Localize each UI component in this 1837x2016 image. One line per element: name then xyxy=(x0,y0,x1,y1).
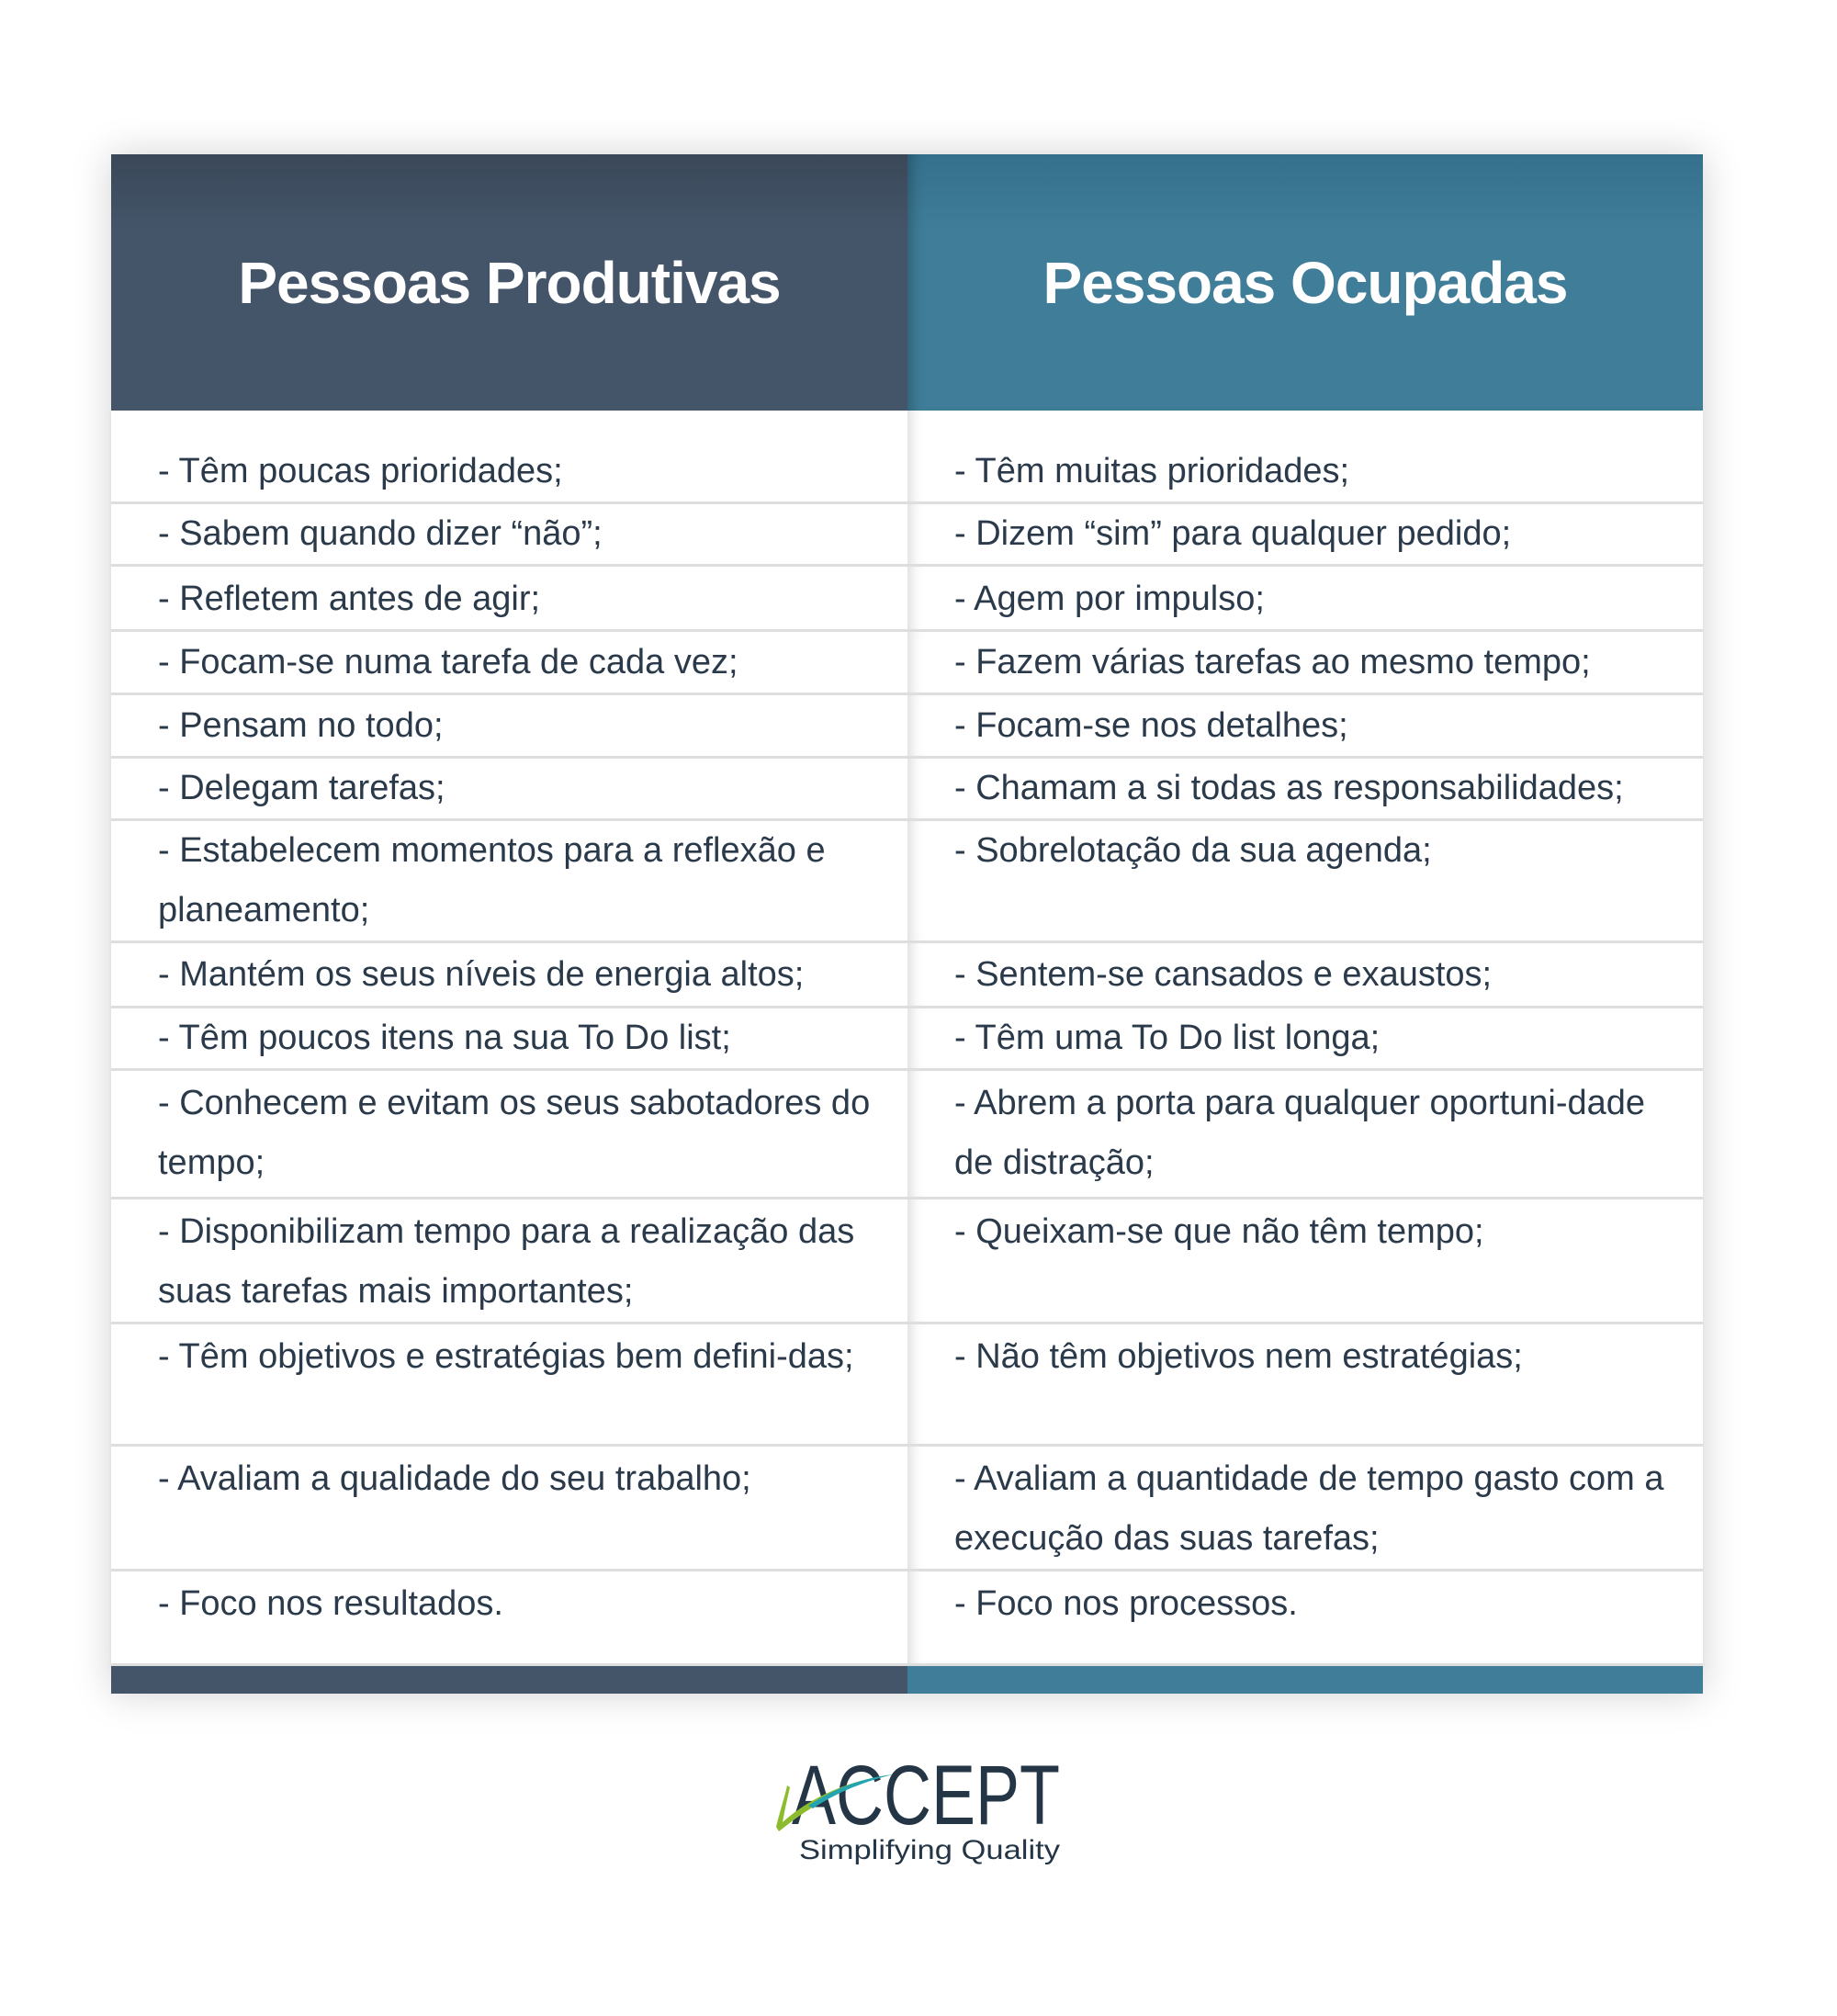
table-row: - Disponibilizam tempo para a realização… xyxy=(111,1199,1703,1324)
productive-trait: - Pensam no todo; xyxy=(158,706,444,745)
table-row: - Têm objetivos e estratégias bem defini… xyxy=(111,1324,1703,1447)
comparison-table: Pessoas Produtivas Pessoas Ocupadas - Tê… xyxy=(111,154,1703,1694)
table-row: - Têm poucas prioridades; - Têm muitas pr… xyxy=(111,411,1703,504)
table-row: - Conhecem e evitam os seus sabotadores … xyxy=(111,1071,1703,1199)
busy-trait: - Dizem “sim” para qualquer pedido; xyxy=(907,504,1703,564)
productive-trait: - Focam-se numa tarefa de cada vez; xyxy=(158,643,738,681)
busy-trait: - Têm uma To Do list longa; xyxy=(907,1008,1703,1068)
productive-trait: - Disponibilizam tempo para a realização… xyxy=(158,1212,855,1311)
table-row: - Sabem quando dizer “não”; - Dizem “sim”… xyxy=(111,504,1703,567)
busy-trait: - Abrem a porta para qualquer oportuni-d… xyxy=(907,1071,1703,1197)
productive-trait: - Têm poucos itens na sua To Do list; xyxy=(158,1019,731,1057)
busy-trait: - Sobrelotação da sua agenda; xyxy=(907,821,1703,940)
busy-trait: - Foco nos processos. xyxy=(907,1571,1703,1663)
footer-right xyxy=(907,1666,1703,1694)
header-busy: Pessoas Ocupadas xyxy=(907,154,1703,411)
productive-trait: - Refletem antes de agir; xyxy=(158,580,541,618)
table-header: Pessoas Produtivas Pessoas Ocupadas xyxy=(111,154,1703,411)
accept-logo: ACCEPT Simplifying Quality xyxy=(776,1758,1060,1865)
productive-trait: - Conhecem e evitam os seus sabotadores … xyxy=(158,1084,871,1182)
productive-trait: - Têm objetivos e estratégias bem defini… xyxy=(158,1337,854,1376)
busy-trait: - Queixam-se que não têm tempo; xyxy=(907,1199,1703,1322)
footer-left xyxy=(111,1666,907,1694)
table-row: - Foco nos resultados. - Foco nos process… xyxy=(111,1571,1703,1666)
busy-trait: - Sentem-se cansados e exaustos; xyxy=(907,943,1703,1006)
table-row: - Mantém os seus níveis de energia altos… xyxy=(111,943,1703,1008)
header-productive: Pessoas Produtivas xyxy=(111,154,907,411)
productive-trait: - Delegam tarefas; xyxy=(158,769,445,807)
busy-trait: - Não têm objetivos nem estratégias; xyxy=(907,1324,1703,1444)
svg-text:ACCEPT: ACCEPT xyxy=(792,1758,1060,1842)
table-body: - Têm poucas prioridades; - Têm muitas pr… xyxy=(111,411,1703,1666)
table-row: - Refletem antes de agir; - Agem por impu… xyxy=(111,567,1703,632)
table-footer-bar xyxy=(111,1666,1703,1694)
logo-area: ACCEPT Simplifying Quality xyxy=(0,1758,1837,1914)
productive-trait: - Têm poucas prioridades; xyxy=(158,452,563,490)
busy-trait: - Chamam a si todas as responsabilidades… xyxy=(907,759,1703,818)
productive-trait: - Sabem quando dizer “não”; xyxy=(158,514,603,553)
busy-trait: - Fazem várias tarefas ao mesmo tempo; xyxy=(907,632,1703,693)
table-row: - Avaliam a qualidade do seu trabalho; - … xyxy=(111,1447,1703,1571)
table-row: - Pensam no todo; - Focam-se nos detalhes… xyxy=(111,695,1703,759)
productive-trait: - Estabelecem momentos para a reflexão e… xyxy=(158,831,826,929)
table-row: - Focam-se numa tarefa de cada vez; - Faz… xyxy=(111,632,1703,695)
table-row: - Estabelecem momentos para a reflexão e… xyxy=(111,821,1703,943)
busy-trait: - Focam-se nos detalhes; xyxy=(907,695,1703,756)
productive-trait: - Mantém os seus níveis de energia altos… xyxy=(158,955,805,994)
table-row: - Têm poucos itens na sua To Do list; - T… xyxy=(111,1008,1703,1071)
busy-trait: - Agem por impulso; xyxy=(907,567,1703,629)
busy-trait: - Têm muitas prioridades; xyxy=(907,411,1703,501)
table-row: - Delegam tarefas; - Chamam a si todas as… xyxy=(111,759,1703,821)
busy-trait: - Avaliam a quantidade de tempo gasto co… xyxy=(907,1447,1703,1569)
productive-trait: - Foco nos resultados. xyxy=(158,1584,503,1623)
svg-text:Simplifying Quality: Simplifying Quality xyxy=(799,1835,1060,1865)
productive-trait: - Avaliam a qualidade do seu trabalho; xyxy=(158,1459,751,1498)
